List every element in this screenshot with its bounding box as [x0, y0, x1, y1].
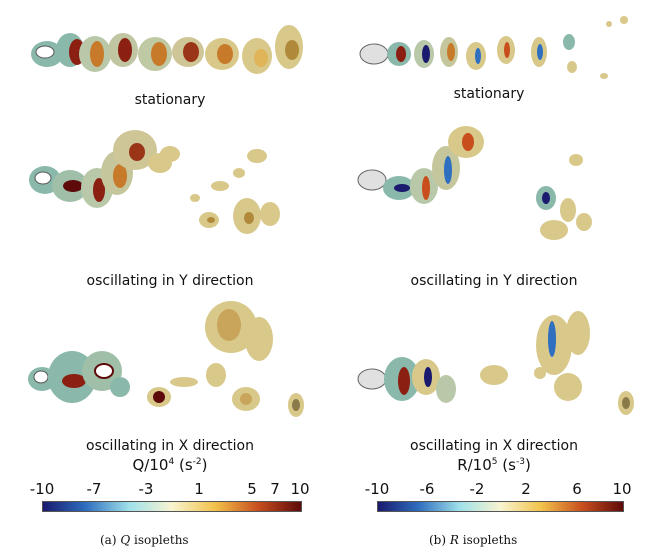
- q-stationary-render: [31, 25, 303, 74]
- q-subcaption-var: Q: [120, 533, 131, 547]
- r-colorbar-unit-exp: -3: [515, 457, 525, 467]
- q-colorbar-unit-exp: -2: [192, 457, 202, 467]
- r-colorbar-title: R/105 (s-3): [434, 456, 554, 474]
- r-subcaption: (b) R isopleths: [429, 533, 517, 547]
- r-caption-stationary: stationary: [453, 86, 525, 102]
- r-tick-label: -6: [419, 480, 435, 498]
- q-tick-label: 7: [270, 480, 280, 498]
- q-colorbar-ticks: -10 -7 -3 1 5 7 10: [30, 480, 310, 500]
- q-tick-label: 10: [290, 480, 310, 498]
- q-tick-label: -7: [86, 480, 102, 498]
- q-colorbar-title: Q/104 (s-2): [110, 456, 230, 474]
- q-subcaption: (a) Q isopleths: [100, 533, 189, 547]
- r-stationary-vortex-street: [359, 16, 628, 79]
- r-caption-oscillating-y: oscillating in Y direction: [410, 273, 578, 289]
- r-subcaption-suffix: isopleths: [462, 533, 518, 547]
- r-stationary-render: [359, 16, 628, 79]
- q-tick-label: 1: [194, 480, 204, 498]
- r-tick-label: 6: [572, 480, 582, 498]
- r-colorbar-gradient: [377, 501, 624, 512]
- q-subcaption-prefix: (a): [100, 533, 117, 547]
- q-colorbar-unit: (s: [178, 456, 193, 474]
- r-oscillating-y-render: [357, 126, 592, 240]
- r-tick-label: 10: [612, 480, 632, 498]
- r-tick-label: -2: [469, 480, 485, 498]
- r-caption-oscillating-x: oscillating in X direction: [410, 438, 578, 454]
- r-colorbar-ticks: -10 -6 -2 2 6 10: [365, 480, 637, 500]
- r-oscillating-x-render: [357, 311, 634, 415]
- q-oscillating-y-render: [29, 130, 280, 234]
- q-colorbar-gradient: [42, 501, 302, 512]
- r-oscillating-y-vortices: [357, 126, 592, 240]
- r-colorbar-label: R/10: [457, 456, 492, 474]
- q-caption-stationary: stationary: [134, 92, 206, 108]
- r-tick-label: -10: [364, 480, 390, 498]
- q-colorbar-unit-close: ): [201, 456, 208, 474]
- q-oscillating-x-render: [28, 301, 304, 417]
- r-subcaption-prefix: (b): [429, 533, 447, 547]
- r-subcaption-var: R: [449, 533, 459, 547]
- q-stationary-vortex-street: [31, 25, 303, 74]
- q-tick-label: -10: [29, 480, 55, 498]
- q-oscillating-x-vortices: [28, 301, 304, 417]
- q-oscillating-y-vortices: [29, 130, 280, 234]
- q-colorbar-exponent: 4: [168, 457, 175, 467]
- q-tick-label: 5: [247, 480, 257, 498]
- q-caption-oscillating-y: oscillating in Y direction: [86, 273, 254, 289]
- panel-r-isopleths: stationary oscillating in Y direction: [329, 0, 658, 556]
- panel-q-isopleths: stationary oscillating in Y dir: [28, 25, 310, 547]
- r-colorbar-exponent: 5: [491, 457, 498, 467]
- r-oscillating-x-vortices: [357, 311, 634, 415]
- r-tick-label: 2: [521, 480, 531, 498]
- r-colorbar-unit-close: ): [524, 456, 531, 474]
- q-colorbar-label: Q/10: [132, 456, 169, 474]
- r-colorbar-unit: (s: [502, 456, 516, 474]
- q-caption-oscillating-x: oscillating in X direction: [86, 438, 254, 454]
- q-subcaption-suffix: isopleths: [134, 533, 189, 547]
- q-tick-label: -3: [138, 480, 154, 498]
